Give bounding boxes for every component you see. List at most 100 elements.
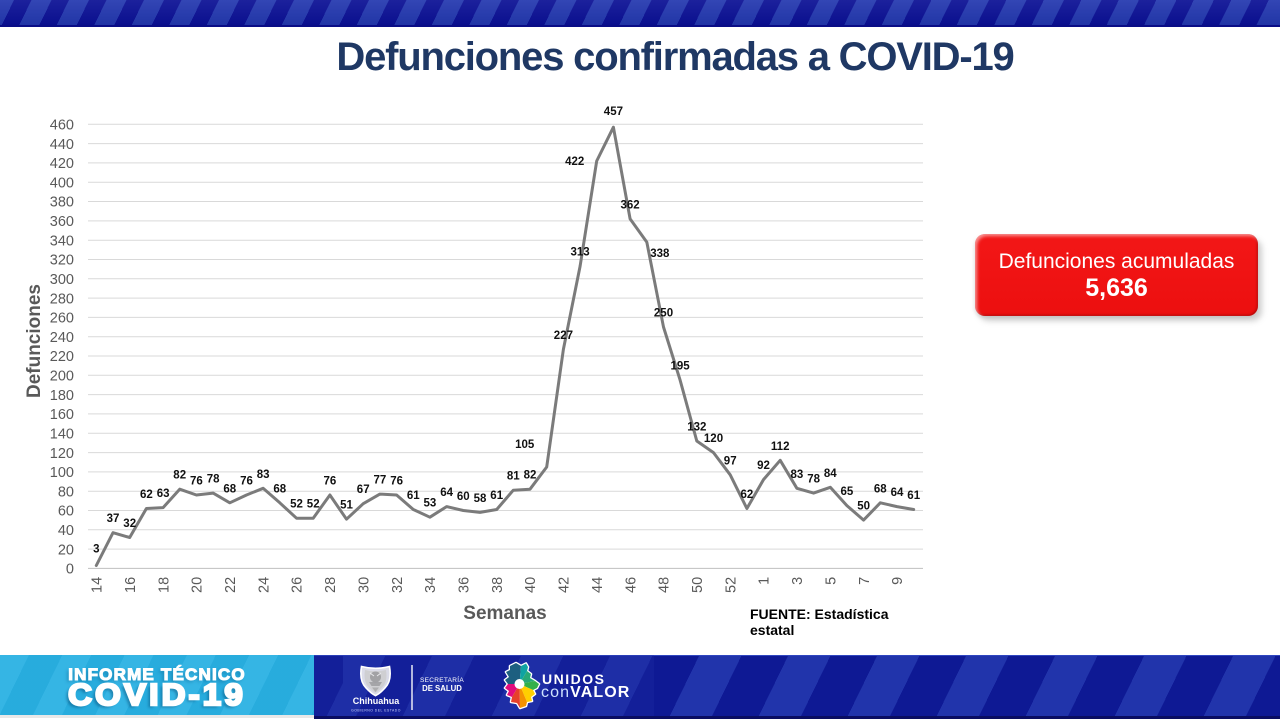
svg-text:3: 3 bbox=[93, 544, 99, 556]
svg-text:3: 3 bbox=[790, 577, 806, 585]
svg-text:Defunciones: Defunciones bbox=[24, 284, 45, 398]
svg-text:76: 76 bbox=[190, 476, 203, 488]
svg-text:97: 97 bbox=[724, 455, 737, 467]
svg-text:280: 280 bbox=[50, 291, 74, 307]
svg-text:53: 53 bbox=[424, 498, 437, 510]
svg-text:78: 78 bbox=[207, 474, 220, 486]
svg-text:36: 36 bbox=[457, 577, 473, 593]
svg-text:1: 1 bbox=[757, 577, 773, 585]
svg-text:52: 52 bbox=[290, 499, 303, 511]
svg-text:40: 40 bbox=[58, 523, 74, 539]
svg-text:40: 40 bbox=[523, 577, 539, 593]
svg-text:100: 100 bbox=[50, 465, 74, 481]
svg-text:84: 84 bbox=[824, 468, 837, 480]
svg-text:82: 82 bbox=[173, 470, 186, 482]
svg-text:82: 82 bbox=[524, 470, 537, 482]
svg-text:32: 32 bbox=[123, 518, 136, 530]
svg-text:34: 34 bbox=[423, 577, 439, 593]
svg-text:77: 77 bbox=[374, 475, 387, 487]
svg-text:132: 132 bbox=[687, 422, 706, 434]
svg-text:338: 338 bbox=[650, 248, 670, 260]
svg-text:112: 112 bbox=[771, 441, 790, 453]
svg-text:52: 52 bbox=[307, 499, 320, 511]
svg-text:24: 24 bbox=[256, 577, 272, 593]
svg-text:61: 61 bbox=[407, 490, 420, 502]
svg-text:65: 65 bbox=[841, 486, 854, 498]
svg-text:227: 227 bbox=[554, 330, 573, 342]
svg-text:22: 22 bbox=[223, 577, 239, 593]
svg-text:46: 46 bbox=[623, 577, 639, 593]
svg-text:5: 5 bbox=[824, 577, 840, 585]
svg-text:SECRETARÍA: SECRETARÍA bbox=[420, 675, 464, 684]
svg-text:220: 220 bbox=[50, 349, 74, 365]
svg-text:457: 457 bbox=[604, 106, 623, 118]
svg-text:460: 460 bbox=[50, 118, 74, 134]
svg-text:20: 20 bbox=[190, 577, 206, 593]
svg-text:180: 180 bbox=[50, 388, 74, 404]
svg-text:260: 260 bbox=[50, 311, 74, 327]
svg-text:60: 60 bbox=[58, 504, 74, 520]
svg-text:68: 68 bbox=[874, 483, 887, 495]
svg-text:340: 340 bbox=[50, 233, 74, 249]
svg-text:400: 400 bbox=[50, 175, 74, 191]
svg-text:18: 18 bbox=[156, 577, 172, 593]
svg-text:50: 50 bbox=[857, 501, 870, 513]
svg-text:48: 48 bbox=[657, 577, 673, 593]
svg-text:conVALOR: conVALOR bbox=[541, 684, 630, 701]
svg-text:64: 64 bbox=[891, 487, 904, 499]
svg-text:300: 300 bbox=[50, 272, 74, 288]
svg-text:420: 420 bbox=[50, 156, 74, 172]
svg-text:68: 68 bbox=[273, 483, 286, 495]
svg-text:105: 105 bbox=[515, 439, 535, 451]
svg-text:360: 360 bbox=[50, 214, 74, 230]
svg-text:80: 80 bbox=[58, 484, 74, 500]
svg-text:68: 68 bbox=[223, 483, 236, 495]
svg-text:38: 38 bbox=[490, 577, 506, 593]
svg-text:240: 240 bbox=[50, 330, 74, 346]
svg-text:61: 61 bbox=[490, 490, 503, 502]
svg-text:76: 76 bbox=[240, 476, 253, 488]
svg-text:52: 52 bbox=[723, 577, 739, 593]
svg-text:440: 440 bbox=[50, 137, 74, 153]
svg-text:200: 200 bbox=[50, 369, 74, 385]
svg-text:250: 250 bbox=[654, 308, 673, 320]
svg-text:64: 64 bbox=[440, 487, 453, 499]
svg-text:320: 320 bbox=[50, 253, 74, 269]
svg-text:16: 16 bbox=[123, 577, 139, 593]
svg-text:7: 7 bbox=[857, 577, 873, 585]
svg-text:120: 120 bbox=[50, 446, 74, 462]
svg-text:60: 60 bbox=[457, 491, 470, 503]
svg-text:120: 120 bbox=[704, 433, 723, 445]
svg-text:313: 313 bbox=[571, 247, 590, 259]
svg-text:44: 44 bbox=[590, 577, 606, 593]
svg-text:26: 26 bbox=[290, 577, 306, 593]
svg-text:195: 195 bbox=[671, 361, 691, 373]
svg-text:DE SALUD: DE SALUD bbox=[422, 684, 462, 693]
svg-text:0: 0 bbox=[66, 562, 74, 578]
svg-text:UNIDOS: UNIDOS bbox=[542, 671, 605, 687]
svg-text:67: 67 bbox=[357, 484, 370, 496]
svg-text:51: 51 bbox=[340, 500, 353, 512]
svg-text:92: 92 bbox=[757, 460, 770, 472]
svg-text:61: 61 bbox=[907, 490, 920, 502]
svg-text:42: 42 bbox=[557, 577, 573, 593]
svg-text:58: 58 bbox=[474, 493, 487, 505]
svg-text:14: 14 bbox=[90, 577, 106, 593]
svg-text:30: 30 bbox=[356, 577, 372, 593]
svg-text:63: 63 bbox=[157, 488, 170, 500]
svg-text:362: 362 bbox=[621, 199, 640, 211]
svg-text:140: 140 bbox=[50, 426, 74, 442]
svg-text:Semanas: Semanas bbox=[463, 603, 546, 624]
svg-text:62: 62 bbox=[741, 489, 754, 501]
svg-text:37: 37 bbox=[107, 513, 120, 525]
svg-text:83: 83 bbox=[791, 469, 804, 481]
svg-text:62: 62 bbox=[140, 489, 153, 501]
svg-text:78: 78 bbox=[807, 474, 820, 486]
svg-text:GOBIERNO DEL ESTADO: GOBIERNO DEL ESTADO bbox=[351, 709, 401, 713]
svg-text:380: 380 bbox=[50, 195, 74, 211]
svg-text:50: 50 bbox=[690, 577, 706, 593]
svg-text:76: 76 bbox=[390, 476, 403, 488]
svg-text:32: 32 bbox=[390, 577, 406, 593]
svg-text:83: 83 bbox=[257, 469, 270, 481]
svg-text:422: 422 bbox=[565, 156, 584, 168]
